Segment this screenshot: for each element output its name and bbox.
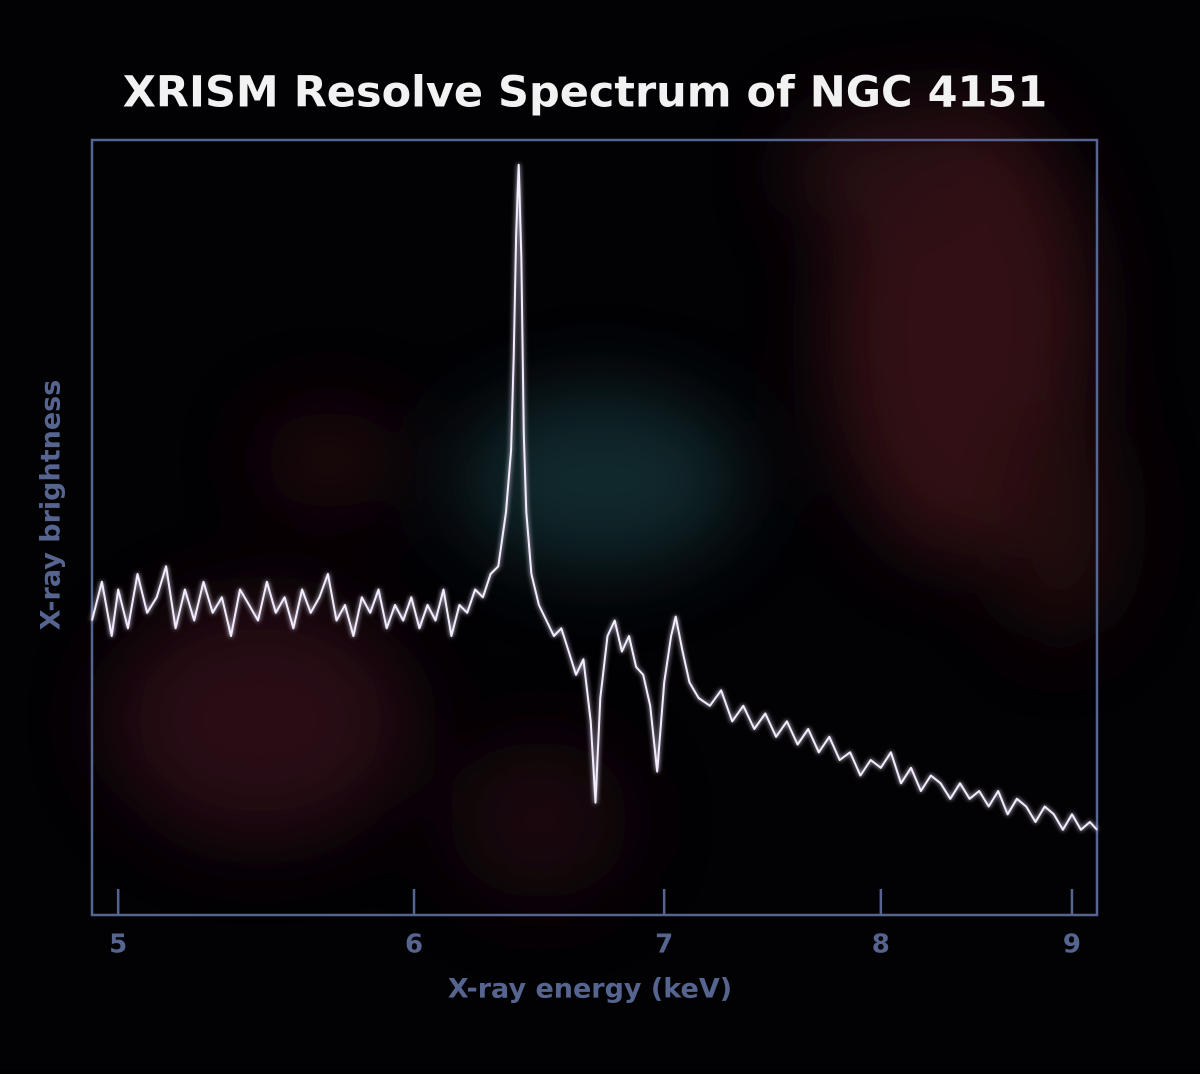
plot-frame: [90, 138, 1099, 917]
x-tick-label: 7: [655, 930, 673, 960]
x-tick-label: 5: [109, 930, 127, 960]
spectrum-line: [91, 163, 1098, 831]
y-axis-label: X-ray brightness: [36, 380, 67, 631]
x-tick-label: 6: [405, 930, 423, 960]
x-axis-label: X-ray energy (keV): [448, 974, 732, 1005]
x-tick-label: 8: [872, 930, 890, 960]
x-tick-label: 9: [1063, 930, 1081, 960]
chart-title: XRISM Resolve Spectrum of NGC 4151: [123, 68, 1048, 118]
